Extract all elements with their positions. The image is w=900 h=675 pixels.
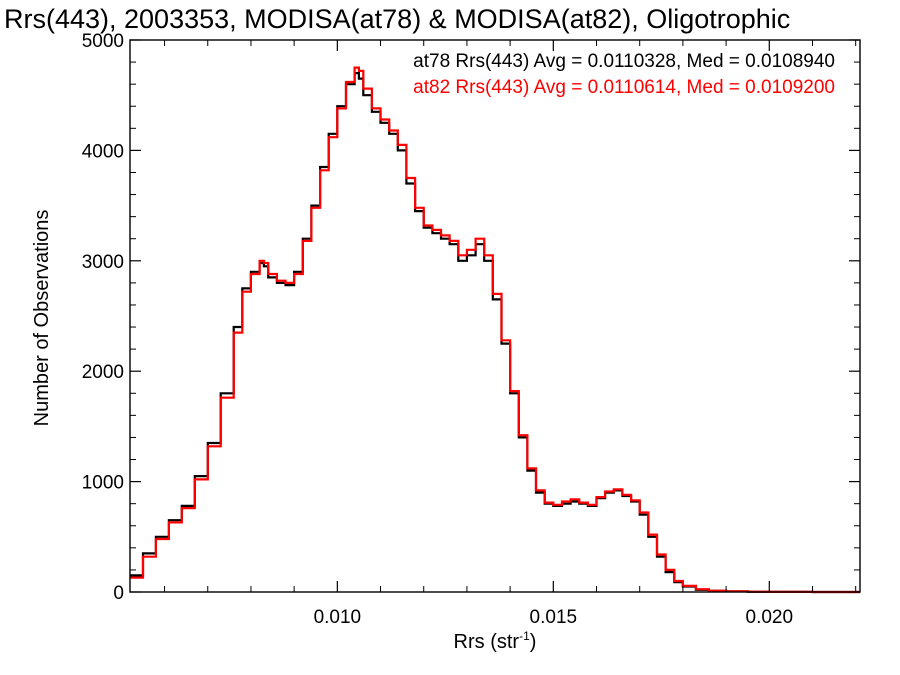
x-tick-label: 0.015 xyxy=(530,607,578,628)
y-tick-label: 1000 xyxy=(82,473,124,494)
y-tick-label: 3000 xyxy=(82,252,124,273)
x-axis-label-close: ) xyxy=(530,631,537,653)
x-axis-label-text: Rrs (str xyxy=(454,631,520,653)
axis-ticks: 0 1000 2000 3000 4000 5000 0.010 0.015 0.020 xyxy=(82,31,860,628)
y-tick-label: 5000 xyxy=(82,31,124,52)
series-layer xyxy=(130,66,860,594)
y-tick-label: 4000 xyxy=(82,141,124,162)
chart-title: Rrs(443), 2003353, MODISA(at78) & MODISA… xyxy=(4,4,790,34)
plot-border xyxy=(129,39,861,593)
x-axis-label: Rrs (str-1) xyxy=(454,629,537,653)
y-tick-label: 2000 xyxy=(82,362,124,383)
x-tick-label: 0.010 xyxy=(314,607,362,628)
series-line-at82 xyxy=(130,66,860,594)
legend-entry-at78: at78 Rrs(443) Avg = 0.0110328, Med = 0.0… xyxy=(413,51,835,72)
y-axis-label: Number of Observations xyxy=(31,210,53,427)
y-tick-label: 0 xyxy=(113,583,124,604)
plot-frame xyxy=(129,39,861,593)
x-axis-label-superscript: -1 xyxy=(519,629,530,643)
legend-entry-at82: at82 Rrs(443) Avg = 0.0110614, Med = 0.0… xyxy=(413,77,835,98)
x-tick-label: 0.020 xyxy=(746,607,794,628)
